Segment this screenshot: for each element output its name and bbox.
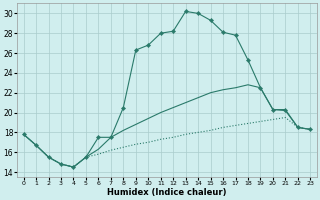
X-axis label: Humidex (Indice chaleur): Humidex (Indice chaleur) <box>107 188 227 197</box>
